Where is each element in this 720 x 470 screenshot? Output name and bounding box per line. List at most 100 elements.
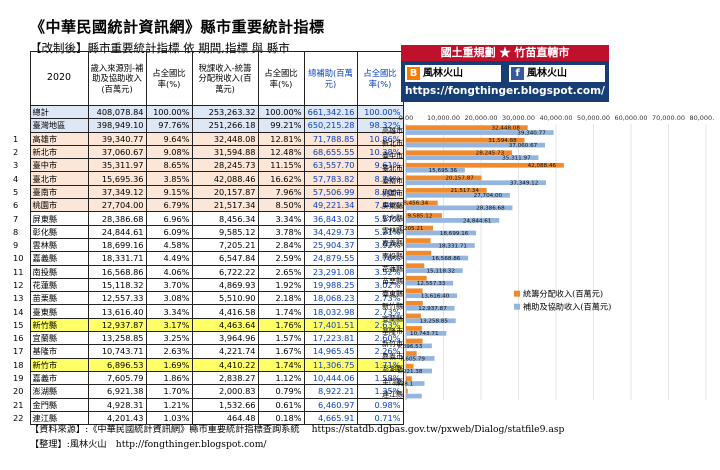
tax-share-pct: 3.34%: [257, 211, 305, 226]
subsidy-value: 39,340.77: [87, 131, 147, 146]
row-index: 7: [13, 213, 19, 224]
x-tick-label: 40,000.00: [539, 114, 572, 122]
county-name: 屏東縣: [29, 211, 89, 226]
total-subsidy-pct: 5.57%: [356, 211, 404, 226]
total-subsidy-pct: 10.38%: [356, 144, 404, 160]
bar-subsidy: [406, 155, 539, 160]
table-row: 7 屏東縣 28,386.68 6.96% 8,456.34 3.34% 36,843.02…: [12, 211, 404, 226]
subsidy-value: 6,896.53: [87, 357, 147, 372]
facebook-icon: f: [511, 67, 524, 80]
tax-share-pct: 2.18%: [257, 291, 305, 306]
subsidy-share: 8.65%: [145, 158, 193, 173]
bar-subsidy: [406, 305, 455, 311]
bar-tax-share: [406, 301, 423, 306]
subsidy-share: 3.34%: [145, 304, 193, 319]
row-index: 16: [13, 333, 24, 344]
table-row: 6 桃園市 27,704.00 6.79% 21,517.34 8.50% 49,221.3…: [12, 198, 404, 213]
table-row: 16 宜蘭縣 13,258.85 3.25% 3,964.96 1.57% 17,223.8…: [12, 331, 404, 346]
total-subsidy-pct: 0.98%: [356, 397, 404, 412]
tax-share-value: 253,263.32: [191, 104, 259, 120]
table-row: 5 臺南市 37,349.12 9.15% 20,157.87 7.96% 57,506.9…: [12, 184, 404, 200]
data-label: 7,605.79: [400, 356, 425, 362]
tax-share-value: 42,088.46: [191, 171, 259, 186]
total-subsidy-pct: 1.71%: [356, 357, 404, 372]
x-tick-label: 30,000.00: [502, 114, 535, 122]
tax-share-pct: 1.76%: [257, 317, 305, 333]
table-row: 3 臺中市 35,311.97 8.65% 28,245.73 11.15% 63,557.…: [12, 158, 404, 173]
total-subsidy-value: 6,460.97: [303, 397, 358, 412]
bar-tax-share: [406, 288, 423, 294]
subsidy-share: 3.17%: [145, 317, 193, 333]
banner-slogan: 國土重規劃 ★ 竹苗直轄市: [401, 45, 609, 61]
total-subsidy-pct: 10.86%: [356, 131, 404, 146]
tax-share-pct: 1.74%: [257, 357, 305, 372]
column-header: 占全國比率(%): [145, 51, 193, 106]
blog-banner: 國土重規劃 ★ 竹苗直轄市 B 風林火山 f 風林火山 https://fongth…: [401, 45, 609, 102]
bar-subsidy: [406, 130, 554, 135]
tax-share-pct: 1.57%: [257, 331, 305, 346]
total-subsidy-pct: 2.60%: [356, 331, 404, 346]
tax-share-pct: 8.50%: [257, 198, 305, 213]
subsidy-value: 16,568.86: [87, 264, 147, 279]
row-index: 22: [13, 412, 24, 423]
county-name: 新竹市: [29, 357, 89, 372]
county-name: 嘉義市: [29, 370, 89, 386]
total-subsidy-value: 8,922.21: [303, 384, 358, 399]
category-label: 南投縣: [382, 251, 403, 260]
page-title: 《中華民國統計資訊網》縣市重要統計指標: [30, 18, 325, 36]
blogger-link[interactable]: B 風林火山: [405, 65, 501, 82]
tax-share-value: 20,157.87: [191, 184, 259, 200]
year-header: 2020: [29, 51, 89, 106]
legend-label: 補助及協助收入(百萬元): [523, 302, 611, 312]
row-index: 18: [13, 359, 24, 370]
bar-tax-share: [406, 225, 434, 231]
bar-subsidy: [406, 205, 513, 211]
subsidy-value: 35,311.97: [87, 158, 147, 173]
row-index: 5: [13, 186, 19, 197]
facebook-link[interactable]: f 風林火山: [509, 65, 605, 82]
total-subsidy-pct: 2.73%: [356, 304, 404, 319]
row-index: 4: [13, 173, 19, 184]
subsidy-share: 1.86%: [145, 370, 193, 386]
county-name: 總計: [29, 104, 89, 120]
subsidy-value: 12,557.33: [87, 291, 147, 306]
data-label: 6,896.53: [397, 344, 422, 350]
row-index: 1: [13, 133, 19, 144]
table-row: 11 南投縣 16,568.86 4.06% 6,722.22 2.65% 23,291.0…: [12, 264, 404, 279]
total-subsidy-value: 68,655.55: [303, 144, 358, 160]
data-label: 18,699.16: [440, 231, 469, 237]
tax-share-pct: 1.92%: [257, 277, 305, 293]
legend-swatch-tax-share: [514, 290, 520, 297]
category-label: 基隆市: [382, 327, 403, 336]
county-name: 臺南市: [29, 184, 89, 200]
bar-subsidy: [406, 192, 510, 198]
row-index: 13: [13, 293, 24, 304]
total-subsidy-value: 57,506.99: [303, 184, 358, 200]
bar-subsidy: [406, 218, 500, 223]
bar-subsidy: [406, 255, 469, 261]
data-label: 13,616.40: [421, 294, 450, 300]
category-label: 花蓮縣: [382, 264, 403, 273]
total-subsidy-value: 23,291.08: [303, 264, 358, 279]
blog-url[interactable]: https://fongthinger.blogspot.com/: [405, 85, 605, 97]
x-tick-label: 20,000.00: [464, 114, 497, 122]
data-label: 12,557.33: [417, 281, 446, 287]
row-index: 9: [13, 240, 19, 251]
category-label: 桃園市: [382, 189, 403, 198]
data-label: 20,157.87: [445, 176, 474, 182]
county-name: 宜蘭縣: [29, 331, 89, 346]
table-row: 20 澎湖縣 6,921.38 1.70% 2,000.83 0.79% 8,922.21 1…: [12, 384, 404, 399]
bar-subsidy: [406, 356, 435, 361]
tax-share-value: 5,510.90: [191, 291, 259, 306]
county-name: 桃園市: [29, 198, 89, 213]
category-label: 宜蘭縣: [382, 314, 403, 323]
subsidy-value: 13,616.40: [87, 304, 147, 319]
county-name: 新北市: [29, 144, 89, 160]
tax-share-pct: 12.81%: [257, 131, 305, 146]
subsidy-share: 9.64%: [145, 131, 193, 146]
row-index: [12, 106, 30, 119]
legend-swatch-subsidy: [514, 303, 520, 310]
row-index: 21: [13, 399, 24, 410]
county-name: 花蓮縣: [29, 277, 89, 293]
subsidy-value: 18,699.16: [87, 237, 147, 253]
